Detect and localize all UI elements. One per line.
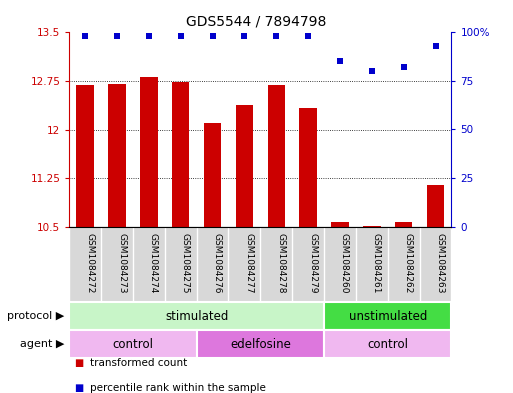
Bar <box>76 85 94 227</box>
Text: control: control <box>112 338 153 351</box>
Text: ■: ■ <box>74 358 84 368</box>
Text: agent ▶: agent ▶ <box>19 339 64 349</box>
Point <box>431 42 440 49</box>
Bar <box>427 185 444 227</box>
Text: GSM1084272: GSM1084272 <box>85 233 94 294</box>
Text: GSM1084262: GSM1084262 <box>404 233 412 294</box>
Text: GSM1084276: GSM1084276 <box>212 233 222 294</box>
Point <box>208 33 216 39</box>
Text: GSM1084273: GSM1084273 <box>117 233 126 294</box>
Text: stimulated: stimulated <box>165 310 228 323</box>
Text: unstimulated: unstimulated <box>348 310 427 323</box>
Point <box>145 33 153 39</box>
Text: GSM1084260: GSM1084260 <box>340 233 349 294</box>
Bar <box>196 330 324 358</box>
Bar <box>331 222 349 227</box>
Bar <box>395 222 412 227</box>
Point <box>336 58 344 64</box>
Text: percentile rank within the sample: percentile rank within the sample <box>90 383 266 393</box>
Text: control: control <box>367 338 408 351</box>
Bar <box>363 226 381 227</box>
Point <box>176 33 185 39</box>
Text: GSM1084261: GSM1084261 <box>372 233 381 294</box>
Text: transformed count: transformed count <box>90 358 187 368</box>
Text: GSM1084263: GSM1084263 <box>436 233 445 294</box>
Bar <box>108 84 126 227</box>
Point <box>272 33 281 39</box>
Text: GSM1084274: GSM1084274 <box>149 233 158 294</box>
Point <box>81 33 89 39</box>
Bar <box>140 77 157 227</box>
Bar <box>172 82 189 227</box>
Point <box>304 33 312 39</box>
Point <box>113 33 121 39</box>
Text: GSM1084277: GSM1084277 <box>244 233 253 294</box>
Bar <box>204 123 221 227</box>
Text: edelfosine: edelfosine <box>230 338 291 351</box>
Point <box>400 64 408 70</box>
Bar <box>69 330 196 358</box>
Text: GSM1084279: GSM1084279 <box>308 233 317 294</box>
Bar <box>69 302 324 330</box>
Text: protocol ▶: protocol ▶ <box>7 311 64 321</box>
Point <box>368 68 376 74</box>
Bar <box>300 108 317 227</box>
Text: GSM1084275: GSM1084275 <box>181 233 190 294</box>
Bar <box>324 330 451 358</box>
Bar <box>235 105 253 227</box>
Point <box>240 33 248 39</box>
Bar <box>324 302 451 330</box>
Text: GSM1084278: GSM1084278 <box>277 233 285 294</box>
Text: GDS5544 / 7894798: GDS5544 / 7894798 <box>186 14 327 28</box>
Bar <box>267 85 285 227</box>
Text: ■: ■ <box>74 383 84 393</box>
